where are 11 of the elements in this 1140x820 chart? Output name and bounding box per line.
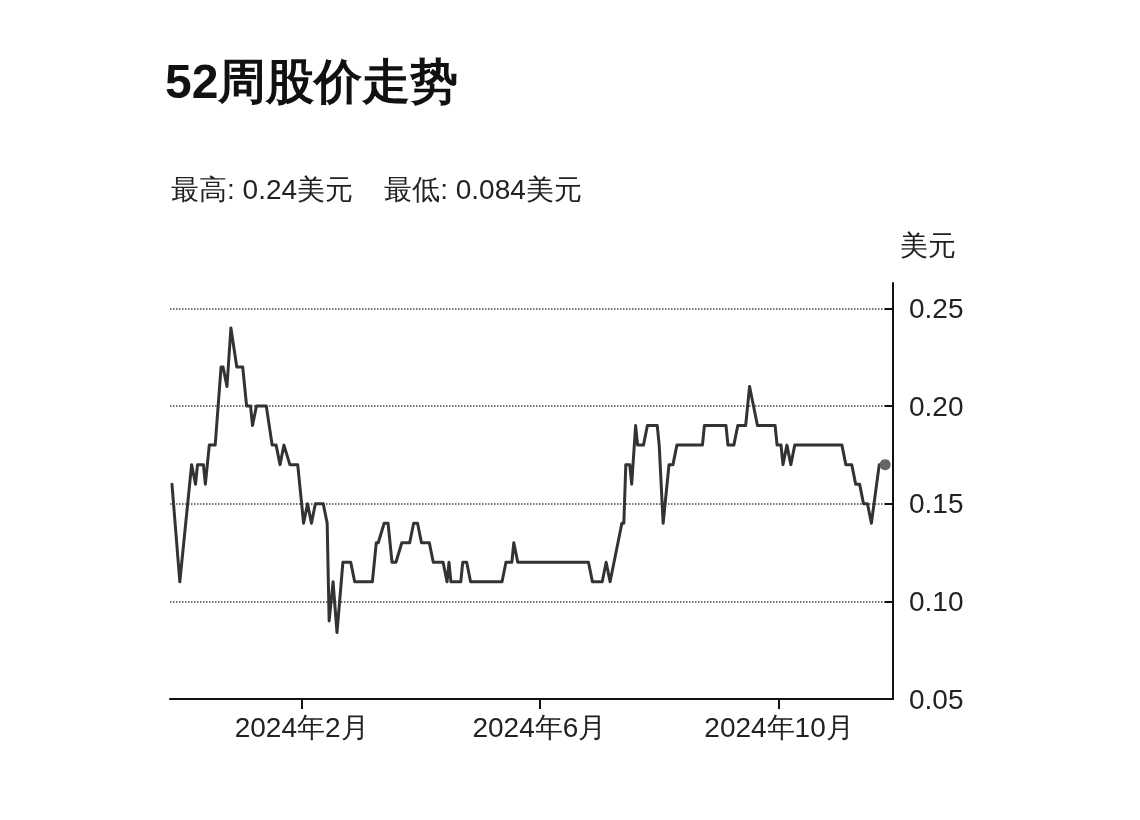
y-axis-title: 美元 bbox=[900, 229, 956, 261]
y-tick-label: 0.10 bbox=[909, 585, 964, 617]
y-tick-label: 0.20 bbox=[909, 390, 964, 422]
y-tick-label: 0.15 bbox=[909, 488, 964, 520]
chart-subtitle: 最高: 0.24美元 最低: 0.084美元 bbox=[171, 173, 582, 205]
x-tick-label: 2024年10月 bbox=[704, 711, 854, 743]
chart-title: 52周股价走势 bbox=[165, 54, 459, 108]
x-tick-label: 2024年2月 bbox=[234, 711, 369, 743]
y-tick-label: 0.05 bbox=[909, 683, 964, 715]
x-tick-label: 2024年6月 bbox=[472, 711, 607, 743]
y-tick-label: 0.25 bbox=[909, 292, 964, 324]
